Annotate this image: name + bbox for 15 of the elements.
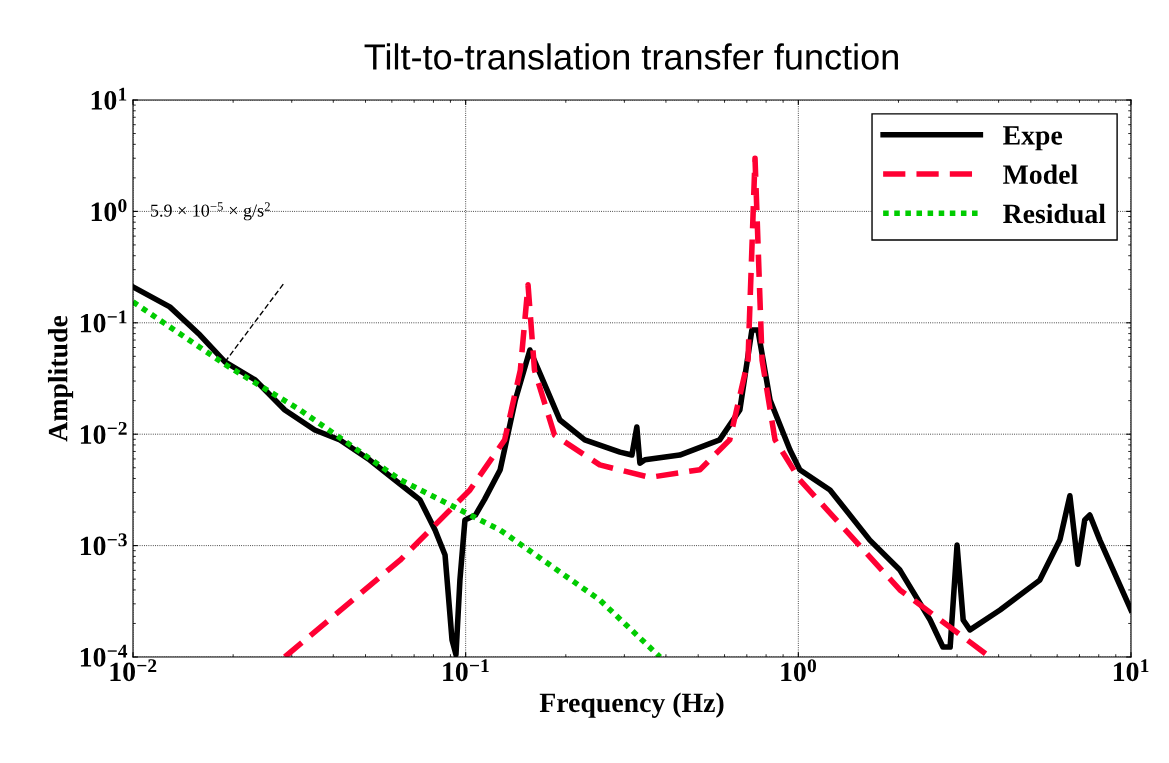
annotation: 5.9 × 10$^{−5}$ × g/s$^{2}$ [151, 202, 270, 221]
y-tick-label: 10$^{−2}$ [80, 421, 127, 444]
legend-label: Residual [1003, 203, 1106, 224]
y-tick-label: 10$^{−3}$ [80, 533, 127, 556]
y-tick-label: 10$^{0}$ [91, 199, 127, 222]
y-tick-label: 10$^{1}$ [91, 87, 127, 110]
chart-title: Tilt-to-translation transfer function [364, 43, 898, 70]
x-tick-label: 10$^{1}$ [1113, 659, 1149, 682]
y-tick-label: 10$^{−1}$ [80, 310, 127, 333]
x-tick-label: 10$^{0}$ [781, 659, 817, 682]
x-tick-label: 10$^{−1}$ [443, 659, 489, 682]
x-axis-title: Frequency (Hz) [539, 692, 724, 718]
legend-label: Model [1003, 164, 1078, 184]
legend-label: Expe [1003, 126, 1063, 151]
y-axis-title: Amplitude [47, 315, 74, 442]
